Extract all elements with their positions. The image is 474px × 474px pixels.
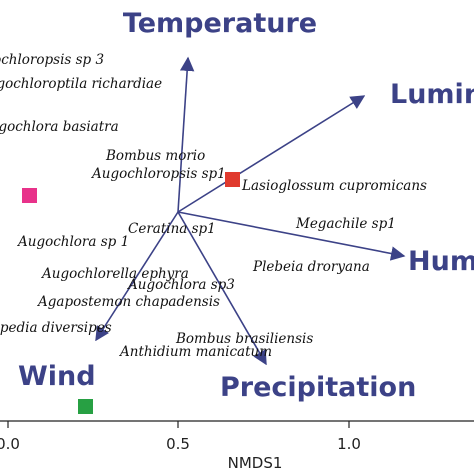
vector-arrow-precipitation [177,211,267,366]
species-label-bombus-brasiliensis: Bombus brasiliensis [175,331,313,347]
vector-label-wind: Wind [18,361,96,392]
species-label-augochlora-sp-1: Augochlora sp 1 [16,234,129,250]
vector-label-humidity: Humidity [408,246,474,277]
species-label-augochlora-basiatra: Augochlora basiatra [0,119,119,135]
environmental-vectors [95,56,406,366]
species-labels: Augochloropsis sp 3 Augochloroptila richa… [0,52,427,360]
vector-arrow-temperature [177,56,195,213]
x-axis: 0.0 0.5 1.0 [0,420,474,453]
species-label-lasioglossum-cupromicans: Lasioglossum cupromicans [241,178,427,194]
species-label-agapostemon-chapadensis: Agapostemon chapadensis [36,294,220,310]
x-tick-label: 0.5 [166,435,190,453]
vector-arrow-luminosity [177,95,366,213]
species-label-augochlora-sp3: Augochlora sp3 [126,277,235,293]
vector-arrow-humidity [177,211,406,261]
x-tick-label: 1.0 [337,435,361,453]
vector-labels: Temperature Luminosity Humidity Precipitati… [18,8,474,403]
x-axis-title: NMDS1 [228,454,283,472]
species-label-augochlorella-ephyra: Augochlorella ephyra [40,266,189,282]
vector-label-precipitation: Precipitation [220,372,416,403]
site-point-red [225,172,240,187]
species-label-augochloropsis-sp1: Augochloropsis sp1 [90,166,226,182]
vector-label-luminosity: Luminosity [390,79,474,110]
species-label-tetrapedia-diversipes: Tetrapedia diversipes [0,320,112,336]
site-points [22,172,240,414]
species-label-bombus-morio: Bombus morio [105,148,205,164]
vector-arrow-wind [95,211,179,342]
species-label-megachile-sp1: Megachile sp1 [295,216,396,232]
species-label-augochloropsis-sp-3: Augochloropsis sp 3 [0,52,104,68]
site-point-green [78,399,93,414]
species-label-plebeia-droryana: Plebeia droryana [252,259,370,275]
vector-label-temperature: Temperature [123,8,317,39]
x-tick-label: 0.0 [0,435,20,453]
site-point-pink [22,188,37,203]
species-label-anthidium-manicatum: Anthidium manicatum [118,344,272,360]
species-label-augochloroptila-richardiae: Augochloroptila richardiae [0,76,162,92]
species-label-ceratina-sp1: Ceratina sp1 [128,221,216,237]
